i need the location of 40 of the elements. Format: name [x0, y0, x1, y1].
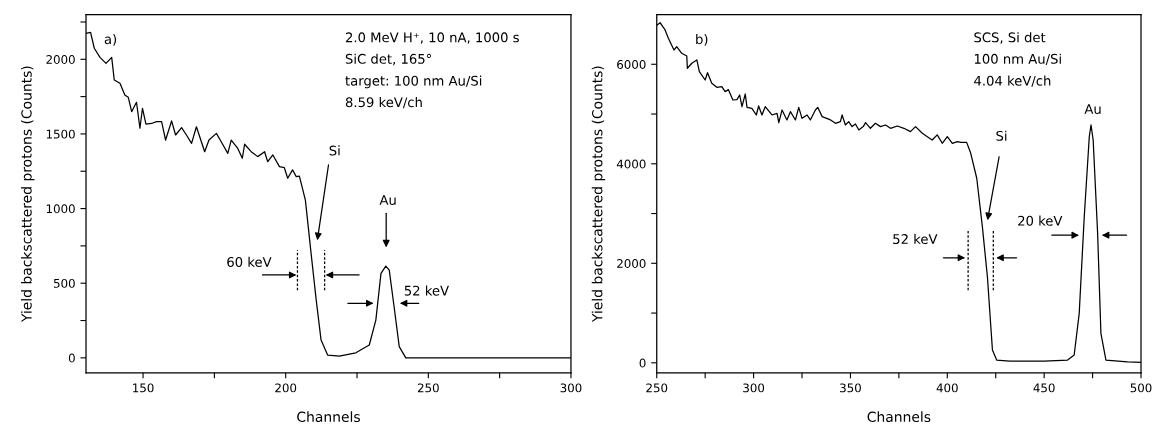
- annotation: 52 keV: [404, 285, 449, 296]
- annotation: 60 keV: [227, 256, 272, 267]
- y-tick-label: 0: [68, 353, 75, 363]
- annotation: a): [104, 33, 117, 46]
- annotation: SiC det, 165°: [345, 53, 432, 66]
- x-tick-label: 450: [1033, 383, 1055, 393]
- y-tick-label: 500: [53, 278, 75, 288]
- annotation: 100 nm Au/Si: [974, 53, 1061, 65]
- annotation: 2.0 MeV H⁺, 10 nA, 1000 s: [345, 32, 519, 44]
- annotation: 20 keV: [1018, 215, 1063, 226]
- y-tick-label: 0: [639, 358, 646, 368]
- annotation: target: 100 nm Au/Si: [345, 75, 482, 89]
- y-axis-title: Yield backscattered protons (Counts): [591, 66, 606, 323]
- y-tick-label: 1500: [46, 129, 75, 139]
- annotation: 4.04 keV/ch: [974, 75, 1051, 87]
- x-axis-title: Channels: [297, 411, 360, 423]
- annotation: Si: [329, 145, 340, 156]
- x-tick-label: 500: [1130, 383, 1152, 393]
- annotation: Si: [996, 130, 1007, 141]
- y-tick-label: 6000: [617, 60, 646, 69]
- x-tick-label: 300: [560, 383, 582, 393]
- x-tick-label: 200: [275, 383, 297, 393]
- x-axis-title: Channels: [867, 411, 931, 423]
- annotation: Au: [1084, 104, 1101, 114]
- y-tick-label: 4000: [616, 159, 646, 169]
- annotation: Au: [379, 195, 396, 205]
- y-tick-label: 1000: [46, 204, 75, 214]
- annotation: 52 keV: [893, 233, 938, 245]
- y-axis-title: Yield backscattered protons (Counts): [21, 66, 35, 323]
- annotation: 8.59 keV/ch: [345, 96, 422, 109]
- y-tick-label: 2000: [46, 55, 75, 64]
- x-tick-label: 250: [417, 383, 439, 393]
- annotation: b): [696, 33, 708, 46]
- x-tick-label: 300: [743, 383, 765, 393]
- x-tick-label: 350: [840, 383, 861, 393]
- x-tick-label: 250: [646, 383, 668, 393]
- x-tick-label: 400: [936, 383, 958, 393]
- x-tick-label: 150: [133, 383, 154, 393]
- y-tick-label: 2000: [617, 259, 646, 268]
- annotation: SCS, Si det: [974, 32, 1046, 44]
